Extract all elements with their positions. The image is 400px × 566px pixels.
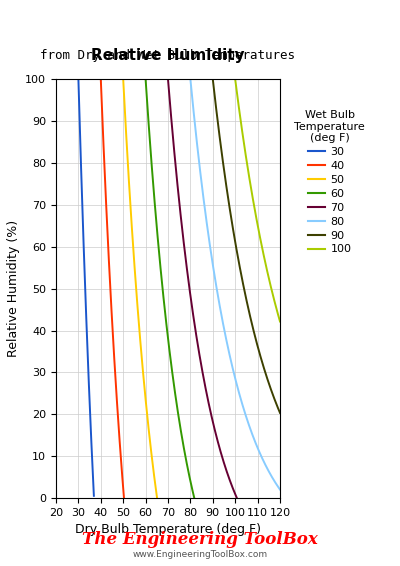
X-axis label: Dry Bulb Temperature (deg F): Dry Bulb Temperature (deg F) — [75, 524, 261, 537]
Text: www.EngineeringToolBox.com: www.EngineeringToolBox.com — [132, 550, 268, 559]
Text: from Dry and Wet Bulb Temperatures: from Dry and Wet Bulb Temperatures — [40, 49, 296, 62]
Title: Relative Humidity: Relative Humidity — [91, 48, 245, 63]
Legend: 30, 40, 50, 60, 70, 80, 90, 100: 30, 40, 50, 60, 70, 80, 90, 100 — [290, 106, 370, 259]
Y-axis label: Relative Humidity (%): Relative Humidity (%) — [7, 220, 20, 357]
Text: The Engineering ToolBox: The Engineering ToolBox — [82, 531, 318, 548]
